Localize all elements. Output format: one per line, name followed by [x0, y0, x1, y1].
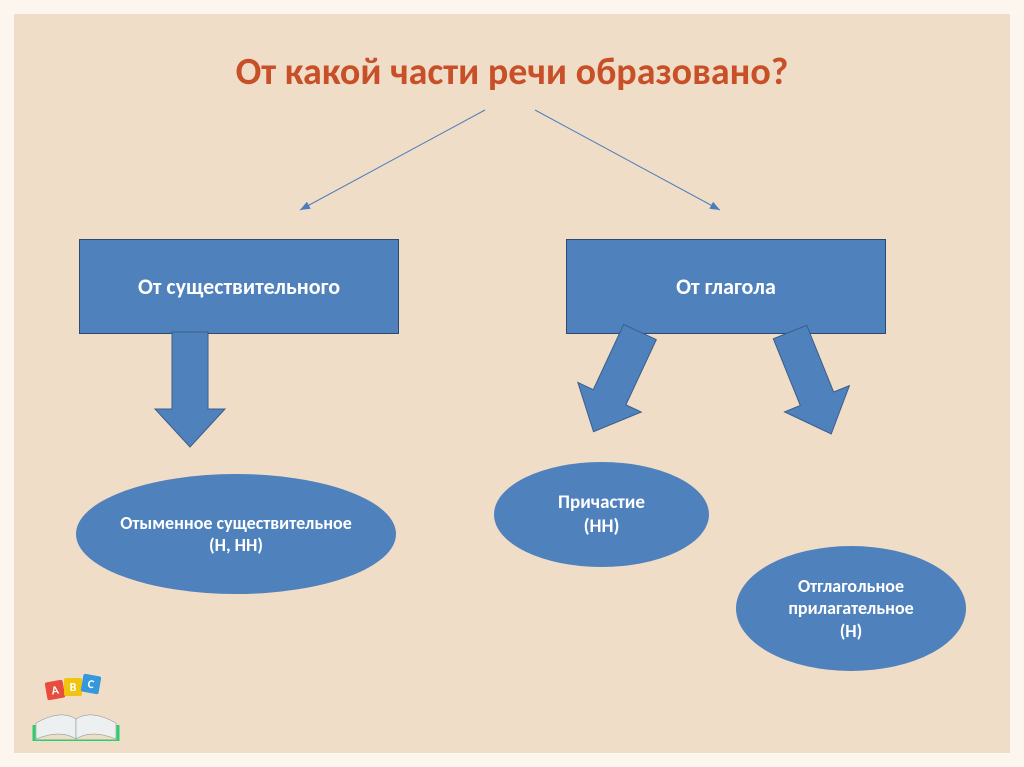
ellipse-verbal-adj: Отглагольное прилагательное (Н) — [736, 546, 966, 671]
page-title: От какой части речи образовано? — [14, 49, 1010, 95]
ellipse-denominal-noun: Отыменное существительное (Н, НН) — [76, 474, 396, 594]
ellipse-denominal-line1: Отыменное существительное — [120, 512, 352, 535]
ellipse-participle-line2: (НН) — [558, 515, 645, 539]
ellipse-participle: Причастие (НН) — [494, 462, 709, 567]
box-noun-label: От существительного — [138, 273, 340, 300]
corner-illustration: ABC — [26, 661, 126, 741]
box-verb-label: От глагола — [676, 273, 776, 300]
ellipse-verbal-adj-line3: (Н) — [788, 620, 913, 643]
ellipse-participle-line1: Причастие — [558, 491, 645, 515]
ellipse-verbal-adj-line2: прилагательное — [788, 597, 913, 620]
box-noun: От существительного — [79, 239, 399, 334]
svg-text:B: B — [70, 681, 77, 695]
ellipse-denominal-line2: (Н, НН) — [120, 534, 352, 557]
box-verb: От глагола — [566, 239, 886, 334]
ellipse-verbal-adj-line1: Отглагольное — [788, 575, 913, 598]
